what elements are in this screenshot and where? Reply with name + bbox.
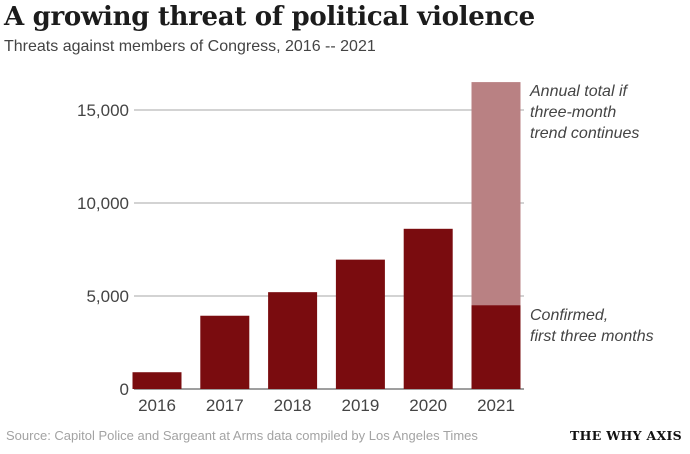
bar-2020 <box>403 228 453 389</box>
chart-subtitle: Threats against members of Congress, 201… <box>4 38 376 55</box>
y-tick-label: 10,000 <box>77 194 129 213</box>
y-tick-label: 0 <box>120 380 129 399</box>
bar-2021 <box>471 305 521 389</box>
x-tick-label: 2016 <box>138 396 176 415</box>
bar-2019 <box>335 259 385 389</box>
annotation: Confirmed, first three months <box>530 307 654 345</box>
annotation: Annual total if three-month trend continue… <box>529 83 639 142</box>
chart-title: A growing threat of political violence <box>4 2 535 32</box>
brand-logo: THE WHY AXIS <box>570 428 682 443</box>
bar-2018 <box>268 292 318 389</box>
y-tick-label: 5,000 <box>86 287 129 306</box>
x-tick-label: 2018 <box>274 396 312 415</box>
x-tick-label: 2017 <box>206 396 244 415</box>
source-note: Source: Capitol Police and Sargeant at A… <box>6 428 478 443</box>
x-tick-label: 2019 <box>341 396 379 415</box>
y-tick-label: 15,000 <box>77 101 129 120</box>
x-tick-label: 2021 <box>477 396 515 415</box>
bar-2016 <box>132 372 182 389</box>
bar-2017 <box>200 315 250 389</box>
x-tick-label: 2020 <box>409 396 447 415</box>
